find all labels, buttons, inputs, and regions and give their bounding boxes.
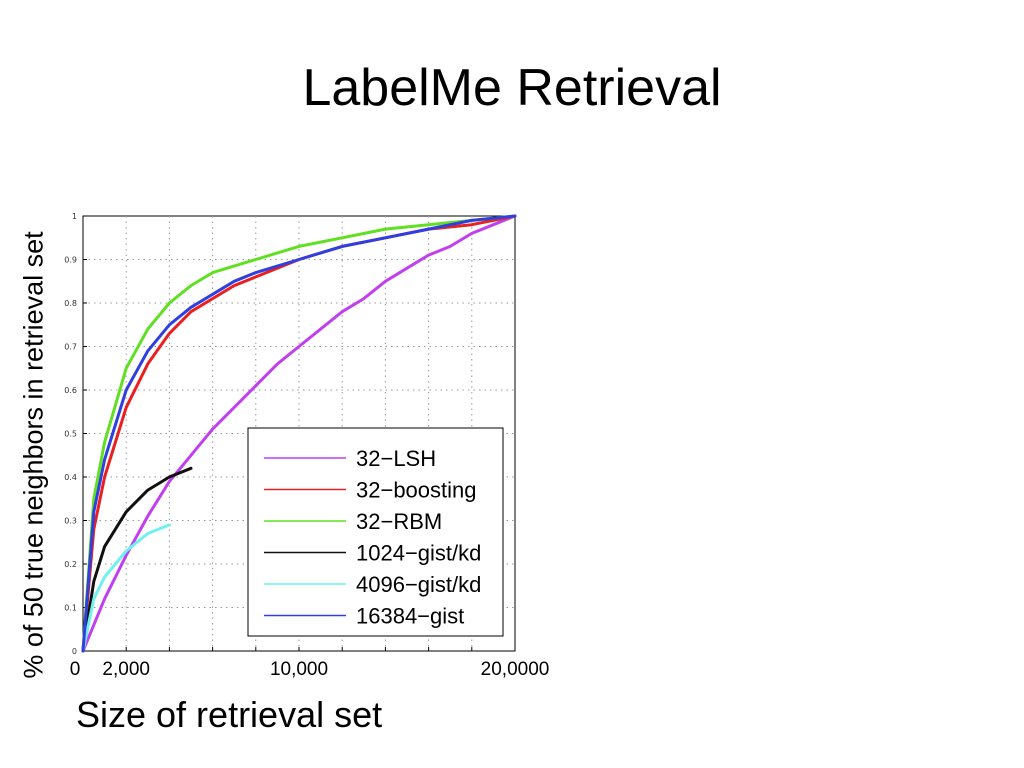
- legend-label: 1024−gist/kd: [356, 541, 481, 566]
- y-tick-label: 0.9: [64, 256, 77, 265]
- legend-box: [247, 427, 504, 637]
- y-tick-label: 0: [72, 647, 77, 656]
- legend-label: 4096−gist/kd: [356, 572, 481, 597]
- legend-label: 32−boosting: [356, 478, 477, 503]
- y-tick-label: 0.7: [64, 343, 77, 352]
- y-tick-label: 0.1: [64, 604, 77, 613]
- legend-label: 32−LSH: [356, 446, 436, 471]
- y-tick-label: 0.4: [64, 473, 77, 482]
- series-line: [81, 214, 517, 653]
- legend-label: 32−RBM: [356, 509, 442, 534]
- series-line: [81, 523, 171, 653]
- series-line: [81, 214, 517, 653]
- x-axis-label: Size of retrieval set: [76, 694, 383, 735]
- y-tick-label: 0.2: [64, 560, 77, 569]
- slide-title: LabelMe Retrieval: [302, 59, 722, 117]
- y-tick-label: 0.6: [64, 386, 77, 395]
- series-line: [81, 214, 517, 653]
- x-tick-label: 2,000: [102, 659, 150, 680]
- y-tick-label: 0.5: [64, 430, 77, 439]
- x-tick-label: 20,0000: [480, 659, 550, 680]
- x-tick-label: 0: [69, 659, 81, 680]
- y-tick-label: 1: [72, 212, 77, 221]
- legend-label: 16384−gist: [356, 604, 464, 629]
- series-line: [81, 466, 193, 653]
- x-tick-label: 10,000: [269, 659, 329, 680]
- y-tick-label: 0.8: [64, 299, 77, 308]
- y-tick-label: 0.3: [64, 517, 77, 526]
